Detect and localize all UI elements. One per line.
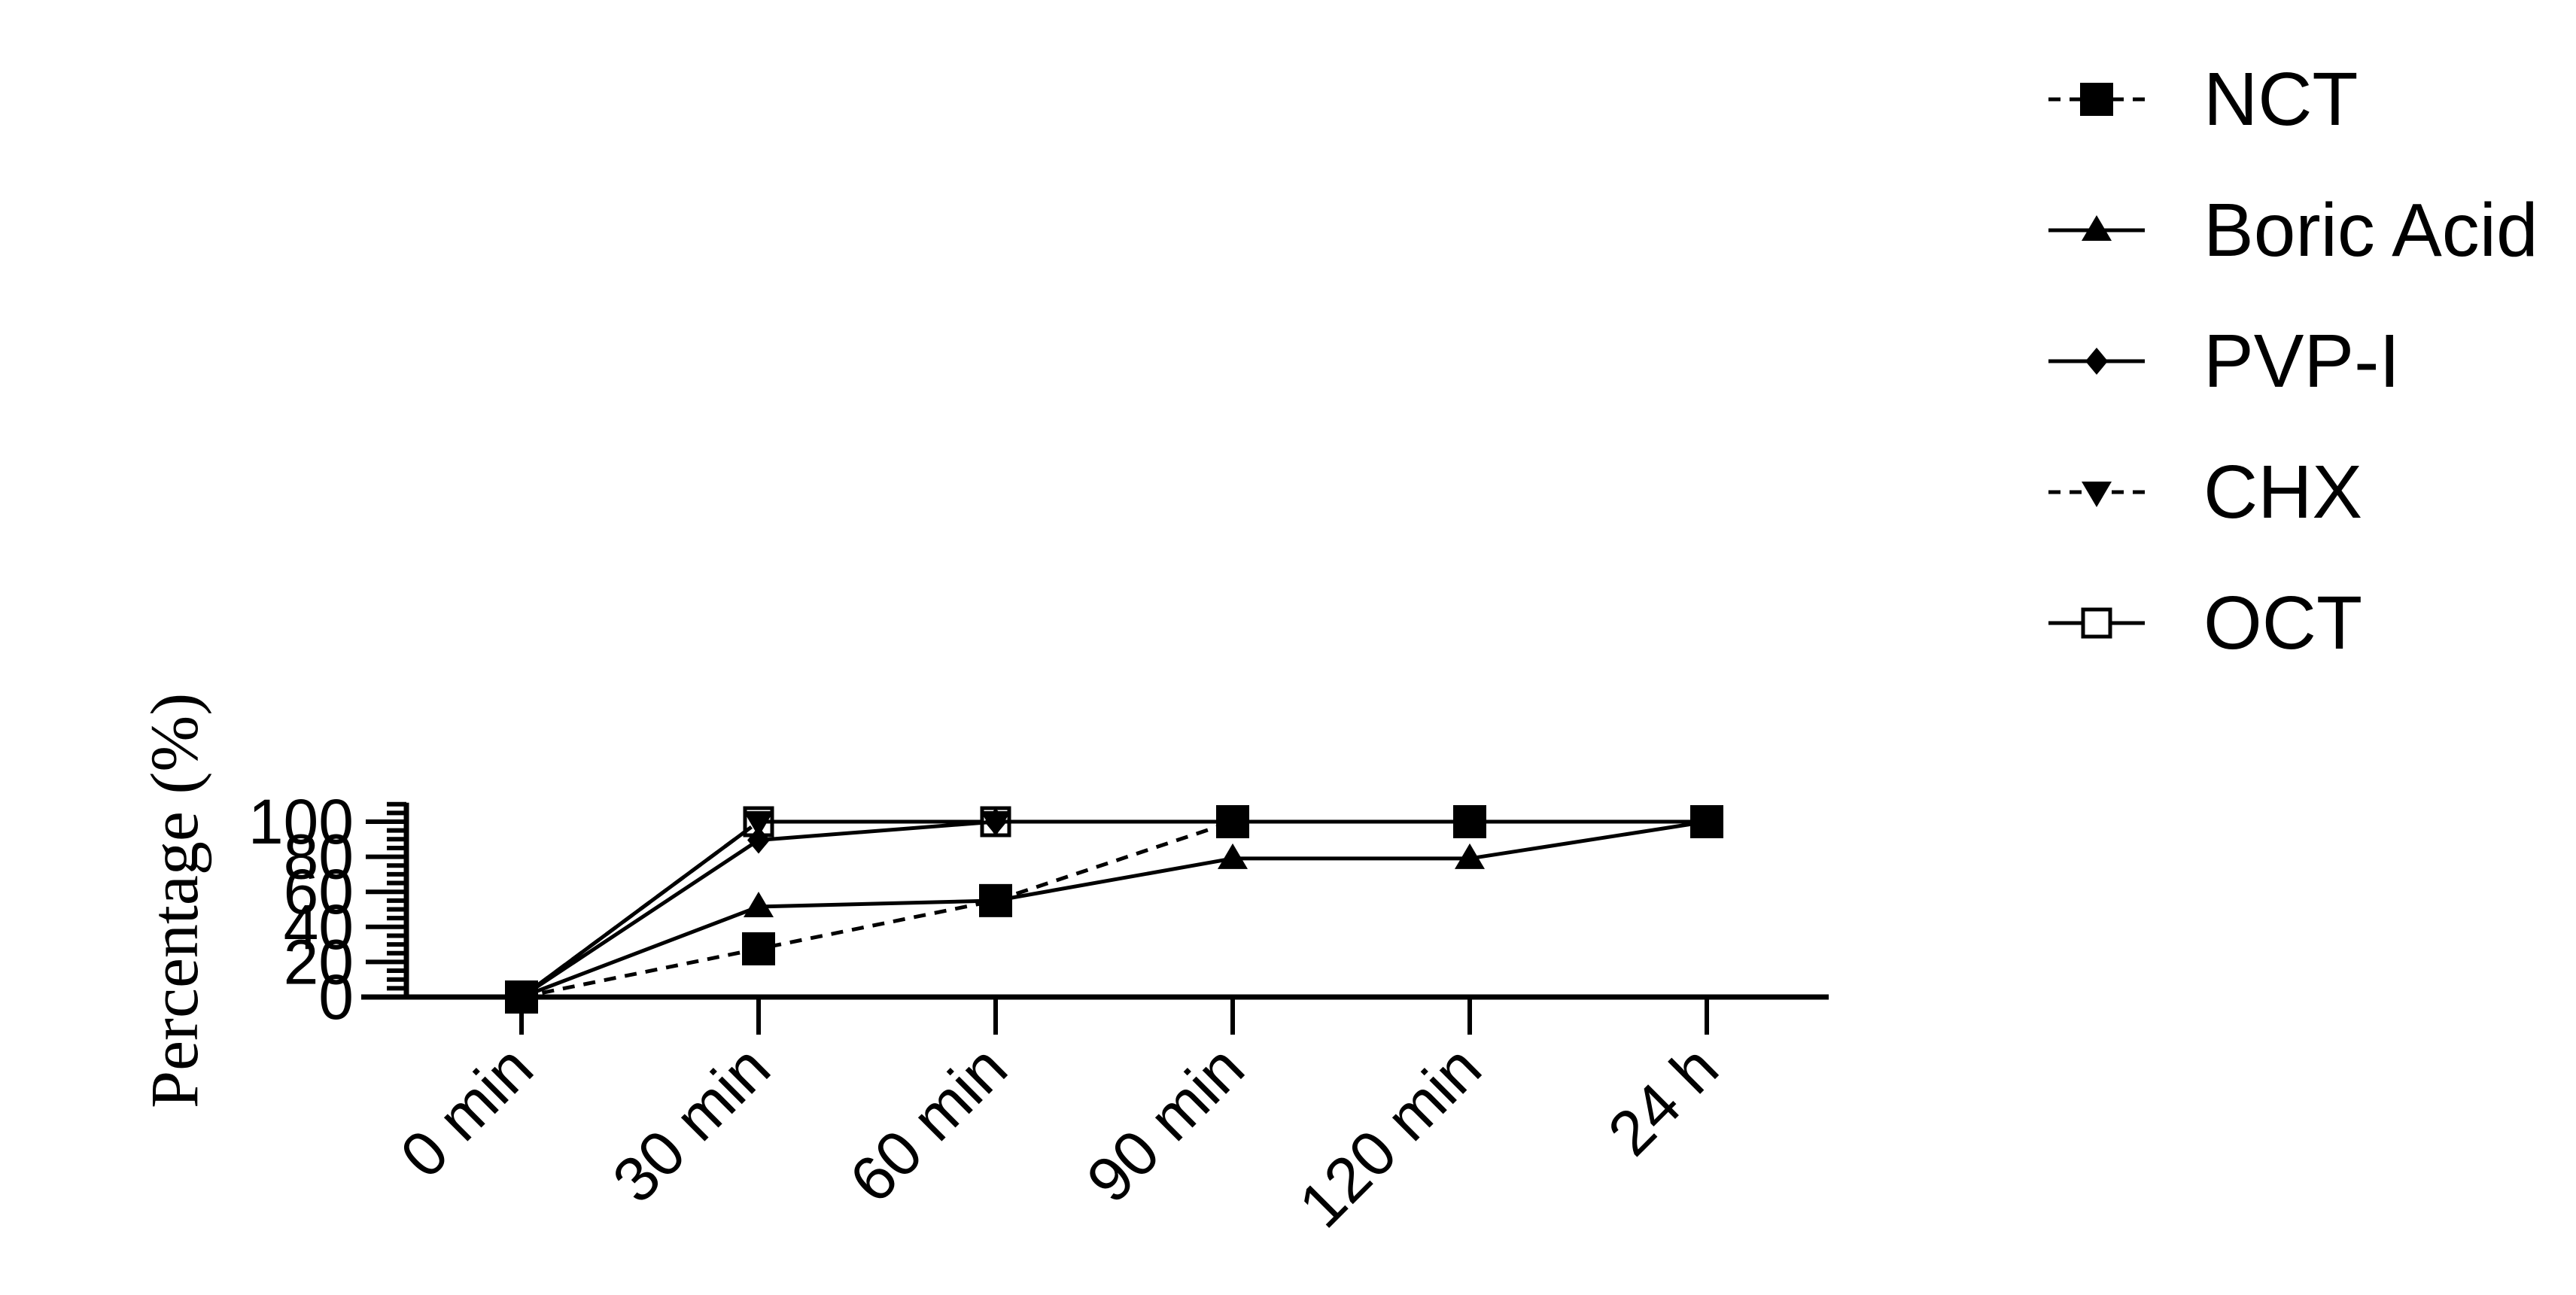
data-point [1453, 805, 1486, 838]
data-point [742, 932, 775, 965]
series-line [520, 819, 1707, 999]
y-tick-label: 80 [284, 822, 354, 892]
series-line [521, 819, 1708, 999]
y-tick-label: 20 [284, 926, 354, 997]
x-tick-label: 30 min [599, 1032, 783, 1216]
series-pvp-i [510, 808, 1718, 1011]
legend-label: Boric Acid [2203, 188, 2538, 272]
legend-label: PVP-I [2203, 319, 2400, 403]
data-point [1218, 843, 1248, 869]
y-tick-label: 40 [284, 892, 354, 962]
legend-marker [2080, 83, 2113, 116]
legend-label: NCT [2203, 57, 2359, 141]
y-axis-title: Percentage (%) [138, 693, 212, 1108]
data-point [1690, 805, 1723, 838]
legend-item-oct: OCT [2048, 581, 2362, 665]
data-point [744, 811, 774, 837]
data-point [979, 883, 1012, 917]
y-tick-label: 0 [318, 962, 354, 1032]
data-point [1216, 805, 1249, 838]
y-tick-label: 100 [248, 786, 354, 857]
series-boric-acid [506, 807, 1722, 1008]
legend-item-nct: NCT [2048, 57, 2359, 141]
x-tick-label: 90 min [1073, 1032, 1258, 1216]
data-point [747, 826, 770, 854]
legend-item-boric-acid: Boric Acid [2048, 188, 2538, 272]
legend-marker [2081, 607, 2112, 639]
x-tick-label: 24 h [1595, 1032, 1732, 1169]
legend-label: OCT [2203, 581, 2362, 665]
legend-item-chx: CHX [2048, 450, 2362, 534]
legend-item-pvp-i: PVP-I [2048, 319, 2400, 403]
data-point [744, 892, 774, 918]
series-layer [505, 805, 1723, 1014]
series-oct [506, 806, 1723, 1013]
data-point [984, 808, 1007, 835]
x-tick-label: 120 min [1285, 1032, 1495, 1241]
series-nct [505, 805, 1723, 1014]
legend-marker [2082, 482, 2112, 507]
x-tick-label: 0 min [387, 1032, 546, 1191]
legend-label: CHX [2203, 450, 2362, 534]
legend-marker [2085, 348, 2108, 375]
x-tick-label: 60 min [836, 1032, 1020, 1216]
data-point [1455, 843, 1485, 869]
data-point [505, 980, 538, 1014]
series-chx [506, 811, 1722, 1012]
y-tick-label: 60 [284, 856, 354, 927]
series-line [521, 819, 1707, 999]
legend: NCT Boric Acid PVP-I CHX OCT [2048, 57, 2538, 665]
legend-marker [2082, 215, 2112, 241]
